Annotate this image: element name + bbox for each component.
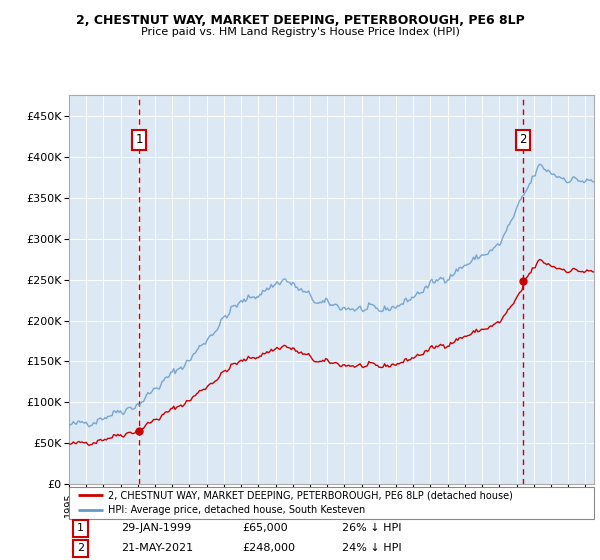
Text: 24% ↓ HPI: 24% ↓ HPI xyxy=(342,543,401,553)
Text: HPI: Average price, detached house, South Kesteven: HPI: Average price, detached house, Sout… xyxy=(109,505,365,515)
Text: 2, CHESTNUT WAY, MARKET DEEPING, PETERBOROUGH, PE6 8LP: 2, CHESTNUT WAY, MARKET DEEPING, PETERBO… xyxy=(76,14,524,27)
Text: 2: 2 xyxy=(520,133,527,147)
Text: 2: 2 xyxy=(77,543,84,553)
Text: £65,000: £65,000 xyxy=(242,523,288,533)
Text: Price paid vs. HM Land Registry's House Price Index (HPI): Price paid vs. HM Land Registry's House … xyxy=(140,27,460,37)
Text: 1: 1 xyxy=(136,133,143,147)
Text: £248,000: £248,000 xyxy=(242,543,295,553)
Text: 26% ↓ HPI: 26% ↓ HPI xyxy=(342,523,401,533)
FancyBboxPatch shape xyxy=(69,487,594,519)
Text: 29-JAN-1999: 29-JAN-1999 xyxy=(121,523,192,533)
Text: 21-MAY-2021: 21-MAY-2021 xyxy=(121,543,194,553)
Text: 2, CHESTNUT WAY, MARKET DEEPING, PETERBOROUGH, PE6 8LP (detached house): 2, CHESTNUT WAY, MARKET DEEPING, PETERBO… xyxy=(109,491,513,501)
Text: 1: 1 xyxy=(77,523,84,533)
